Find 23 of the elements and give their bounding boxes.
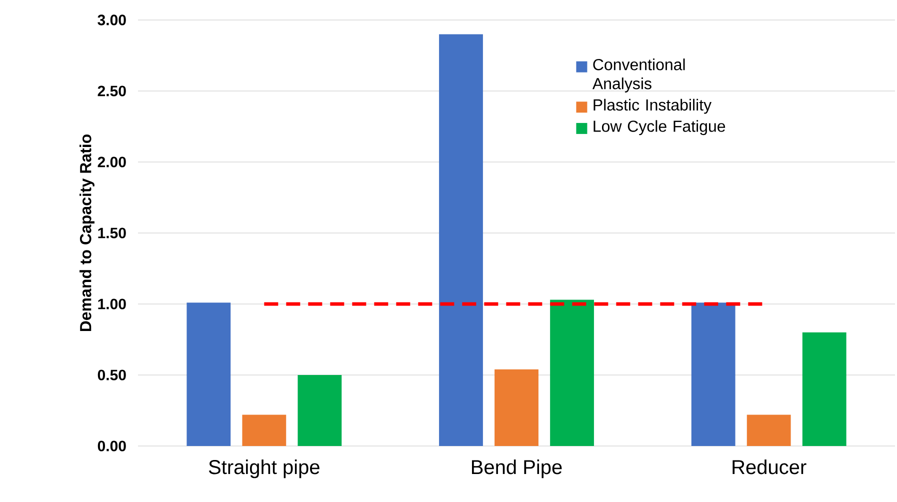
bar (746, 414, 791, 446)
x-tick-label: Reducer (732, 460, 806, 474)
y-tick-label: 0.50 (98, 370, 126, 380)
x-tick-label: Straight pipe (208, 460, 320, 478)
y-tick-label: 1.00 (98, 298, 126, 310)
legend-label: Low Cycle Fatigue (594, 120, 726, 136)
x-tick-label: Bend Pipe (472, 460, 562, 478)
y-tick-label: 1.50 (98, 228, 126, 238)
y-axis-title: Demand to Capacity Ratio (80, 134, 94, 332)
bar (494, 369, 538, 446)
bar (550, 300, 594, 446)
legend-label: Conventional Analysis (592, 58, 685, 92)
y-tick-label: 0.00 (98, 440, 126, 452)
y-tick-label: 3.00 (98, 14, 126, 26)
y-tick-label: 2.50 (98, 86, 126, 96)
bar (691, 302, 736, 446)
y-tick-label: 2.00 (98, 156, 126, 168)
bar (298, 375, 342, 446)
bar (439, 34, 483, 446)
bar (802, 332, 846, 446)
legend-label: Plastic Instability (594, 98, 712, 114)
bar (242, 414, 286, 446)
bar (186, 302, 231, 446)
